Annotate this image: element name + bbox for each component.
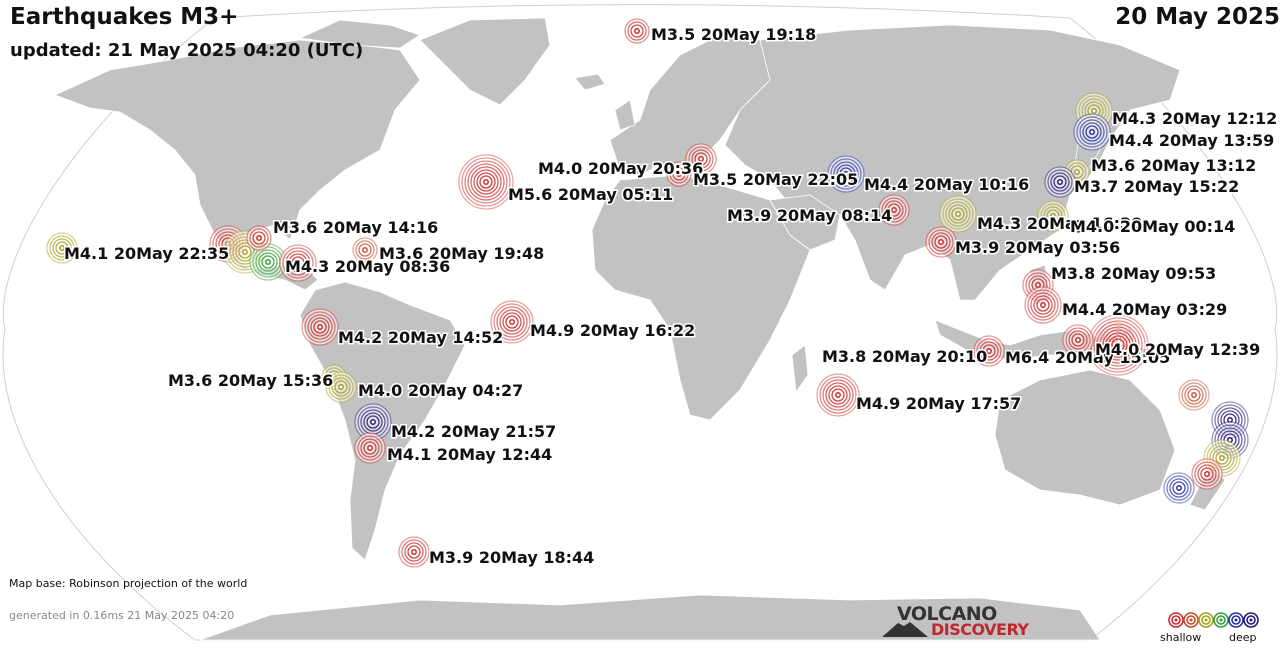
generated-note: generated in 0.16ms 21 May 2025 04:20 [9,609,235,622]
antarctica [199,594,1101,641]
iceland [574,73,606,91]
earthquake-label[interactable]: M3.6 20May 14:16 [272,217,440,239]
earthquake-marker[interactable] [1163,472,1195,504]
earthquake-marker[interactable] [1178,379,1210,411]
legend-depth-swatch [1213,612,1229,628]
earthquake-label[interactable]: M4.3 20May 08:36 [284,256,452,278]
australia [994,369,1176,506]
asia [724,24,1181,301]
legend-depth-swatch [1228,612,1244,628]
earthquake-label[interactable]: M4.0 20May 12:39 [1094,339,1262,361]
earthquake-marker[interactable] [1073,113,1111,151]
earthquake-label[interactable]: M4.4 20May 03:29 [1061,299,1229,321]
earthquake-marker[interactable] [1191,458,1223,490]
logo-text-volcano: VOLCANO [897,603,997,625]
earthquake-label[interactable]: M4.0 20May 20:36 [537,158,705,180]
legend-label-deep: deep [1229,631,1257,644]
legend-depth-swatch [1243,612,1259,628]
earthquake-label[interactable]: M4.1 20May 12:44 [386,444,554,466]
earthquake-marker[interactable] [352,237,378,263]
earthquake-label[interactable]: M4.0 20May 00:14 [1069,216,1237,238]
earthquake-label[interactable]: M3.9 20May 18:44 [428,547,596,569]
earthquake-label[interactable]: M6.4 20May 15:05 [1004,347,1172,369]
earthquake-label[interactable]: M3.7 20May 15:22 [1073,176,1241,198]
earthquake-markers [46,18,1249,568]
earthquake-label[interactable]: M4.1 20May 22:35 [63,243,231,265]
volcano-icon [882,622,928,637]
earthquake-marker[interactable] [878,194,910,226]
earthquake-marker[interactable] [827,155,865,193]
earthquake-marker[interactable] [279,244,317,282]
earthquake-label[interactable]: M3.6 20May 15:36 [167,370,335,392]
earthquake-marker[interactable] [925,226,957,258]
earthquake-label[interactable]: M4.0 20May 04:27 [357,380,525,402]
earthquake-label[interactable]: M3.8 20May 09:53 [1050,263,1218,285]
earthquake-label[interactable]: M4.4 20May 13:59 [1108,130,1276,152]
earthquake-label[interactable]: M4.3 20May 12:12 [1111,108,1279,130]
earthquake-label[interactable]: M4.2 20May 14:52 [337,327,505,349]
earthquake-marker[interactable] [398,536,430,568]
earthquake-marker[interactable] [246,225,272,251]
earthquake-label[interactable]: M5.6 20May 05:11 [507,184,675,206]
earthquake-marker[interactable] [1044,166,1076,198]
earthquake-marker[interactable] [1037,200,1069,232]
earthquake-marker[interactable] [1062,324,1094,356]
depth-legend: shallow deep [1160,610,1270,648]
earthquake-marker[interactable] [301,308,339,346]
earthquake-marker[interactable] [666,161,692,187]
legend-depth-swatch [1168,612,1184,628]
earthquake-label[interactable]: M3.5 20May 19:18 [650,24,818,46]
earthquake-label[interactable]: M4.9 20May 16:22 [529,320,697,342]
earthquake-marker[interactable] [490,300,534,344]
legend-label-shallow: shallow [1160,631,1202,644]
earthquake-label[interactable]: M3.6 20May 13:12 [1090,155,1258,177]
updated-timestamp: updated: 21 May 2025 04:20 (UTC) [10,40,364,61]
volcano-discovery-logo[interactable]: VOLCANO DISCOVERY [880,603,1040,643]
legend-depth-swatch [1183,612,1199,628]
greenland [419,17,551,106]
earthquake-label[interactable]: M3.5 20May 22:05 [692,169,860,191]
earthquake-marker[interactable] [458,154,514,210]
earthquake-label[interactable]: M4.4 20May 10:16 [863,174,1031,196]
earthquake-marker[interactable] [939,195,977,233]
earthquake-label[interactable]: M3.8 20May 20:10 [821,346,989,368]
earthquake-marker[interactable] [46,232,78,264]
earthquake-label[interactable]: M3.9 20May 03:56 [954,237,1122,259]
earthquake-marker[interactable] [816,373,860,417]
earthquake-label[interactable]: M4.3 20May 16:30 [976,213,1144,235]
earthquake-marker[interactable] [1024,286,1062,324]
map-base-note: Map base: Robinson projection of the wor… [9,577,248,590]
madagascar [791,344,809,394]
earthquake-marker[interactable] [1087,314,1149,376]
earthquake-marker[interactable] [685,143,717,175]
map-date: 20 May 2025 [1115,4,1280,30]
earthquake-marker[interactable] [325,371,357,403]
earthquake-marker[interactable] [624,18,650,44]
earthquake-label[interactable]: M4.9 20May 17:57 [855,393,1023,415]
logo-text-discovery: DISCOVERY [931,620,1029,639]
arabia [769,194,841,251]
earthquake-label[interactable]: M3.9 20May 08:14 [726,205,894,227]
legend-depth-swatch [1198,612,1214,628]
earthquake-marker[interactable] [973,335,1005,367]
arctic-canada [298,19,421,49]
depth-legend-circles [1168,612,1259,628]
british-isles [614,99,636,131]
page-title: Earthquakes M3+ [10,4,239,30]
earthquake-label[interactable]: M4.2 20May 21:57 [390,421,558,443]
earthquake-marker[interactable] [354,432,386,464]
earthquake-label[interactable]: M3.6 20May 19:48 [378,243,546,265]
